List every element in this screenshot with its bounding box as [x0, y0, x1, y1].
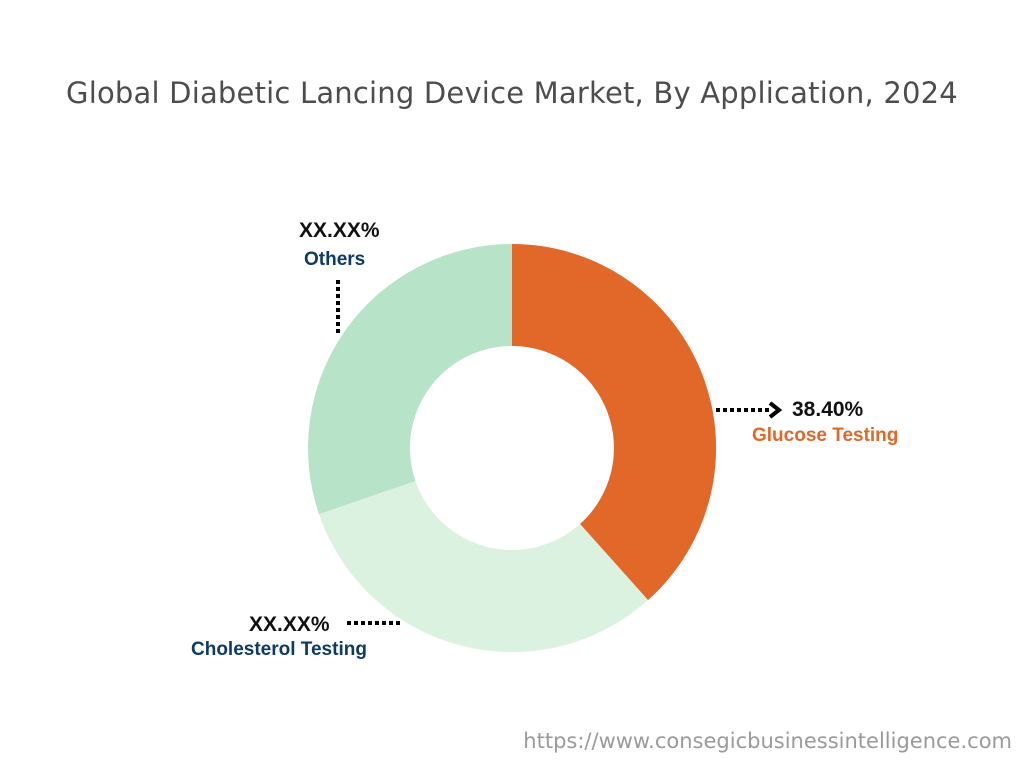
glucose-name-label: Glucose Testing: [752, 425, 899, 446]
chart-title: Global Diabetic Lancing Device Market, B…: [66, 76, 958, 110]
cholesterol-value-label: XX.XX%: [249, 613, 330, 636]
others-name-label: Others: [304, 249, 366, 270]
slice-cholesterol-testing[interactable]: [319, 481, 648, 653]
source-url: https://www.consegicbusinessintelligence…: [523, 729, 1012, 753]
cholesterol-name-label: Cholesterol Testing: [191, 639, 367, 660]
glucose-value-label: 38.40%: [792, 398, 864, 421]
others-value-label: XX.XX%: [299, 219, 380, 242]
slice-others[interactable]: [307, 244, 512, 515]
slice-glucose-testing[interactable]: [512, 243, 717, 601]
arrow-right-icon: [768, 401, 783, 419]
